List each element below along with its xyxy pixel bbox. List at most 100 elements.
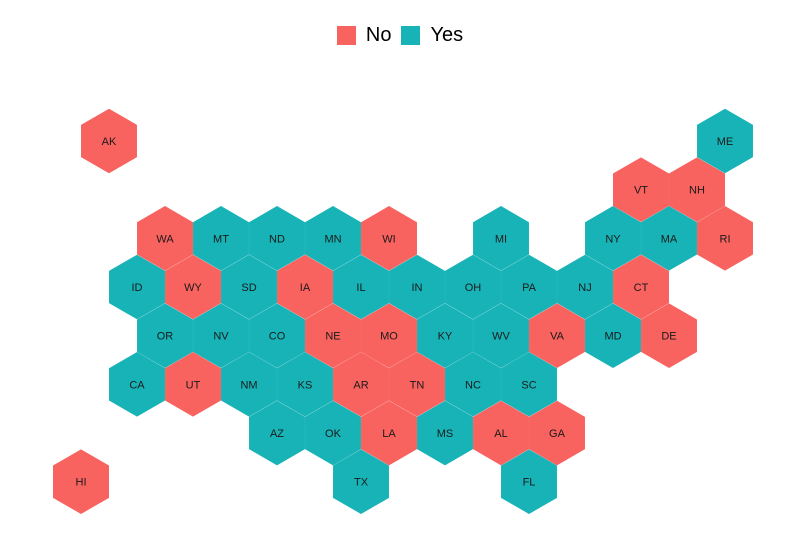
state-hex-id: ID (109, 254, 165, 320)
state-shape-ga (529, 400, 585, 466)
state-hex-ut: UT (165, 352, 221, 417)
state-label-nv: NV (213, 331, 229, 343)
state-shape-hi (53, 449, 109, 514)
state-label-oh: OH (465, 282, 482, 294)
state-shape-de (641, 303, 697, 368)
state-label-nm: NM (240, 379, 257, 391)
state-shape-ky (417, 303, 473, 368)
state-shape-ia (277, 254, 333, 320)
state-shape-ne (305, 303, 361, 368)
state-hex-mi: MI (473, 206, 529, 271)
state-shape-oh (445, 254, 501, 320)
state-shape-pa (501, 254, 557, 320)
state-shape-nm (221, 352, 277, 417)
state-hex-nj: NJ (557, 254, 613, 320)
legend-label-yes: Yes (430, 24, 464, 46)
state-label-ny: NY (605, 233, 621, 245)
state-hex-ks: KS (277, 352, 333, 417)
state-shape-nc (445, 352, 501, 417)
state-hex-ne: NE (305, 303, 361, 368)
state-shape-mt (193, 206, 249, 271)
state-hex-vt: VT (613, 157, 669, 222)
state-hex-sd: SD (221, 254, 277, 320)
state-shape-va (529, 303, 585, 368)
state-label-sc: SC (521, 379, 536, 391)
state-shape-nh (669, 157, 725, 222)
state-label-de: DE (661, 331, 676, 343)
state-shape-md (585, 303, 641, 368)
state-label-wa: WA (156, 233, 174, 245)
state-label-wi: WI (382, 233, 395, 245)
state-hex-ca: CA (109, 352, 165, 417)
state-hex-ga: GA (529, 400, 585, 466)
state-label-ks: KS (298, 379, 313, 391)
state-label-ak: AK (102, 136, 117, 148)
state-hex-ma: MA (641, 206, 697, 271)
state-label-vt: VT (634, 185, 648, 197)
state-shape-vt (613, 157, 669, 222)
state-hex-md: MD (585, 303, 641, 368)
state-label-nh: NH (689, 185, 705, 197)
legend-label-no: No (365, 24, 392, 46)
state-hex-de: DE (641, 303, 697, 368)
legend-item-yes: Yes (401, 24, 463, 47)
state-label-mo: MO (380, 331, 398, 343)
state-shape-nj (557, 254, 613, 320)
state-shape-wv (473, 303, 529, 368)
state-hex-or: OR (137, 303, 193, 368)
state-shape-wa (137, 206, 193, 271)
state-hex-nd: ND (249, 206, 305, 271)
state-hex-va: VA (529, 303, 585, 368)
state-shape-mi (473, 206, 529, 271)
state-hex-hi: HI (53, 449, 109, 514)
state-label-ok: OK (325, 428, 342, 440)
state-label-hi: HI (76, 477, 87, 489)
state-label-md: MD (604, 331, 621, 343)
state-hex-ky: KY (417, 303, 473, 368)
state-label-ky: KY (438, 331, 453, 343)
legend: No Yes (0, 24, 800, 47)
state-label-ri: RI (720, 233, 731, 245)
legend-swatch-yes (401, 26, 421, 45)
state-label-tn: TN (410, 379, 425, 391)
state-label-pa: PA (522, 282, 537, 294)
state-hex-me: ME (697, 108, 753, 174)
state-hex-fl: FL (501, 449, 557, 514)
state-shape-il (333, 254, 389, 320)
state-shape-ct (613, 254, 669, 320)
state-hex-nc: NC (445, 352, 501, 417)
state-label-ut: UT (186, 379, 201, 391)
state-label-ct: CT (634, 282, 649, 294)
state-shape-wi (361, 206, 417, 271)
state-shape-nd (249, 206, 305, 271)
state-hex-tx: TX (333, 449, 389, 514)
state-label-al: AL (494, 428, 507, 440)
state-shape-tx (333, 449, 389, 514)
state-hex-mo: MO (361, 303, 417, 368)
state-hex-ia: IA (277, 254, 333, 320)
state-hex-sc: SC (501, 352, 557, 417)
state-shape-fl (501, 449, 557, 514)
state-label-ne: NE (325, 331, 340, 343)
state-label-il: IL (356, 282, 365, 294)
state-label-in: IN (412, 282, 423, 294)
state-hex-co: CO (249, 303, 305, 368)
state-label-or: OR (157, 331, 174, 343)
state-shape-ca (109, 352, 165, 417)
state-label-ca: CA (129, 379, 145, 391)
state-label-mi: MI (495, 233, 507, 245)
state-shape-al (473, 400, 529, 466)
state-shape-id (109, 254, 165, 320)
state-label-sd: SD (241, 282, 256, 294)
state-shape-wy (165, 254, 221, 320)
state-shape-la (361, 400, 417, 466)
state-label-tx: TX (354, 477, 369, 489)
state-hex-al: AL (473, 400, 529, 466)
state-label-nc: NC (465, 379, 481, 391)
state-label-nj: NJ (578, 282, 591, 294)
state-label-ar: AR (353, 379, 368, 391)
state-shape-ak (81, 108, 137, 174)
state-shape-az (249, 400, 305, 466)
legend-item-no: No (336, 24, 392, 47)
